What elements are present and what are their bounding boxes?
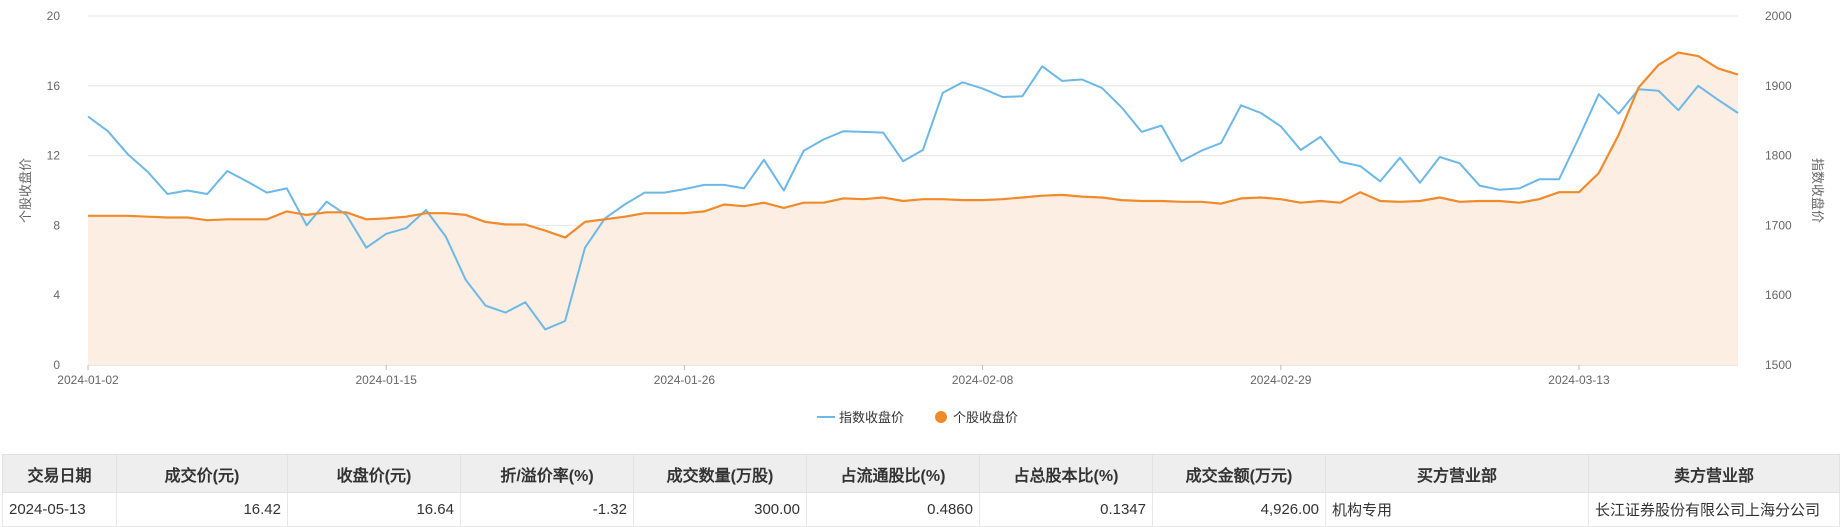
right-tick-label: 1700 — [1765, 218, 1792, 232]
chart-axes: 0 1500 4 1600 8 1700 12 1800 16 1900 20 2000 2024-01… — [47, 9, 1792, 387]
trade-table: 交易日期 成交价(元) 收盘价(元) 折/溢价率(%) 成交数量(万股) 占流通… — [2, 454, 1840, 527]
chart-legend[interactable]: 指数收盘价 个股收盘价 — [817, 410, 1018, 425]
cell-buyer: 机构专用 — [1325, 492, 1589, 527]
right-tick-label: 1900 — [1765, 79, 1792, 93]
left-tick-label: 4 — [53, 288, 60, 302]
right-axis-label: 指数收盘价 — [1810, 158, 1825, 223]
cell-seller: 长江证券股份有限公司上海分公司 — [1588, 492, 1840, 527]
cell-amount: 4,926.00 — [1152, 492, 1326, 527]
table-row: 2024-05-13 16.42 16.64 -1.32 300.00 0.48… — [2, 492, 1840, 527]
x-tick-label: 2024-01-26 — [654, 373, 716, 387]
left-tick-label: 8 — [53, 218, 60, 232]
x-tick-label: 2024-02-29 — [1250, 373, 1312, 387]
right-tick-label: 1500 — [1765, 358, 1792, 372]
x-tick-label: 2024-02-08 — [952, 373, 1014, 387]
legend-dot-stock — [935, 411, 947, 423]
table-header-row: 交易日期 成交价(元) 收盘价(元) 折/溢价率(%) 成交数量(万股) 占流通… — [2, 454, 1840, 493]
cell-volume: 300.00 — [633, 492, 807, 527]
left-tick-label: 0 — [53, 358, 60, 372]
cell-trade-date: 2024-05-13 — [2, 492, 117, 527]
col-close-price: 收盘价(元) — [287, 454, 461, 493]
x-tick-label: 2024-01-15 — [355, 373, 417, 387]
col-premium-rate: 折/溢价率(%) — [460, 454, 634, 493]
left-axis-label: 个股收盘价 — [18, 158, 33, 223]
index-close-line — [87, 65, 1739, 331]
legend-item-index[interactable]: 指数收盘价 — [817, 410, 904, 425]
col-total-ratio: 占总股本比(%) — [979, 454, 1153, 493]
col-seller: 卖方营业部 — [1588, 454, 1840, 493]
legend-item-stock[interactable]: 个股收盘价 — [935, 410, 1018, 425]
chart-series — [87, 51, 1739, 331]
x-tick-label: 2024-03-13 — [1548, 373, 1610, 387]
left-tick-label: 16 — [47, 79, 61, 93]
col-float-ratio: 占流通股比(%) — [806, 454, 980, 493]
x-tick-label: 2024-01-02 — [57, 373, 119, 387]
col-buyer: 买方营业部 — [1325, 454, 1589, 493]
right-tick-label: 1600 — [1765, 288, 1792, 302]
cell-float-ratio: 0.4860 — [806, 492, 980, 527]
legend-label-stock: 个股收盘价 — [953, 410, 1018, 425]
cell-close-price: 16.64 — [287, 492, 461, 527]
left-tick-label: 20 — [47, 9, 61, 23]
stock-price-area — [88, 52, 1738, 365]
col-volume: 成交数量(万股) — [633, 454, 807, 493]
stock-area-fill — [88, 52, 1738, 365]
left-tick-label: 12 — [47, 149, 61, 163]
cell-total-ratio: 0.1347 — [979, 492, 1153, 527]
legend-label-index: 指数收盘价 — [839, 410, 904, 425]
cell-premium-rate: -1.32 — [460, 492, 634, 527]
col-trade-price: 成交价(元) — [116, 454, 288, 493]
col-trade-date: 交易日期 — [2, 454, 117, 493]
col-amount: 成交金额(万元) — [1152, 454, 1326, 493]
cell-trade-price: 16.42 — [116, 492, 288, 527]
right-tick-label: 1800 — [1765, 149, 1792, 163]
right-tick-label: 2000 — [1765, 9, 1792, 23]
stock-close-line — [88, 51, 1739, 239]
price-chart: 0 1500 4 1600 8 1700 12 1800 16 1900 20 2000 2024-01… — [18, 9, 1825, 425]
